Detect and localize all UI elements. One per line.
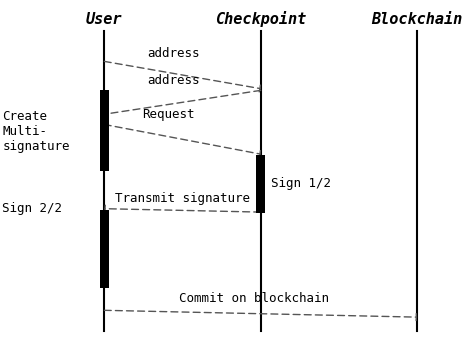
Bar [100, 210, 109, 288]
Text: Sign 1/2: Sign 1/2 [271, 177, 331, 190]
Text: User: User [86, 12, 123, 27]
Text: Commit on blockchain: Commit on blockchain [179, 292, 328, 305]
Text: address: address [147, 74, 199, 87]
Text: Blockchain: Blockchain [372, 12, 463, 27]
Text: Request: Request [142, 108, 194, 121]
Text: Create
Multi-
signature: Create Multi- signature [2, 110, 70, 153]
Text: Transmit signature: Transmit signature [115, 192, 250, 205]
Bar [256, 155, 265, 213]
Text: address: address [147, 47, 199, 60]
Bar [100, 90, 109, 170]
Text: Sign 2/2: Sign 2/2 [2, 202, 63, 215]
Text: Checkpoint: Checkpoint [215, 11, 306, 27]
